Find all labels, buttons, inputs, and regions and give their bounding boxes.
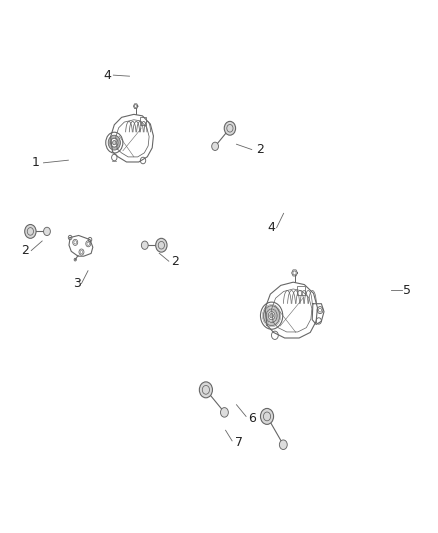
- Text: 3: 3: [73, 277, 81, 290]
- Text: 7: 7: [235, 437, 243, 449]
- Circle shape: [113, 141, 116, 145]
- Text: 2: 2: [21, 244, 28, 257]
- Circle shape: [212, 142, 219, 150]
- Circle shape: [261, 408, 274, 424]
- Circle shape: [220, 408, 228, 417]
- Text: 4: 4: [268, 221, 276, 234]
- Circle shape: [74, 259, 76, 261]
- Circle shape: [270, 313, 273, 318]
- Text: 6: 6: [248, 411, 256, 424]
- Circle shape: [155, 238, 167, 252]
- Circle shape: [199, 382, 212, 398]
- Circle shape: [25, 224, 36, 238]
- Text: 2: 2: [257, 143, 265, 156]
- Text: 5: 5: [403, 284, 411, 297]
- Circle shape: [141, 241, 148, 249]
- Circle shape: [279, 440, 287, 449]
- Text: 4: 4: [104, 69, 112, 82]
- Circle shape: [43, 227, 50, 236]
- Circle shape: [224, 122, 236, 135]
- Text: 2: 2: [171, 255, 179, 268]
- Text: 1: 1: [32, 156, 39, 169]
